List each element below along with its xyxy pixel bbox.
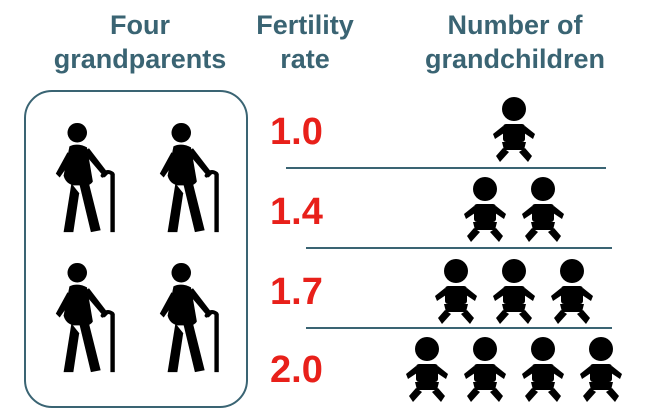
elderly-person-with-cane-icon bbox=[48, 262, 126, 376]
baby-icon bbox=[461, 336, 509, 402]
fertility-header: Fertility rate bbox=[240, 8, 370, 76]
baby-icon bbox=[461, 176, 509, 242]
fertility-header-line1: Fertility bbox=[256, 10, 354, 40]
grandparents-header-line2: grandparents bbox=[53, 44, 227, 74]
baby-icon bbox=[577, 336, 625, 402]
elderly-person-with-cane-icon bbox=[152, 122, 230, 236]
grandchildren-header: Number of grandchildren bbox=[400, 8, 630, 76]
row-divider bbox=[306, 247, 612, 249]
baby-icon bbox=[519, 176, 567, 242]
fertility-header-line2: rate bbox=[280, 44, 330, 74]
fertility-rate-value: 1.7 bbox=[270, 271, 323, 313]
grandparents-header-line1: Four bbox=[110, 10, 170, 40]
fertility-rate-value: 1.0 bbox=[270, 111, 323, 153]
row-divider bbox=[306, 327, 612, 329]
baby-icon bbox=[432, 258, 480, 324]
baby-icon bbox=[519, 336, 567, 402]
grandchildren-header-line1: Number of bbox=[447, 10, 583, 40]
grandchildren-header-line2: grandchildren bbox=[424, 44, 606, 74]
fertility-rate-value: 1.4 bbox=[270, 191, 323, 233]
baby-icon bbox=[490, 258, 538, 324]
baby-icon bbox=[548, 258, 596, 324]
row-divider bbox=[286, 167, 606, 169]
elderly-person-with-cane-icon bbox=[48, 122, 126, 236]
baby-icon bbox=[490, 96, 538, 162]
grandparents-box bbox=[24, 90, 248, 408]
fertility-rate-value: 2.0 bbox=[270, 349, 323, 391]
grandparents-header: Four grandparents bbox=[20, 8, 260, 76]
elderly-person-with-cane-icon bbox=[152, 262, 230, 376]
baby-icon bbox=[403, 336, 451, 402]
